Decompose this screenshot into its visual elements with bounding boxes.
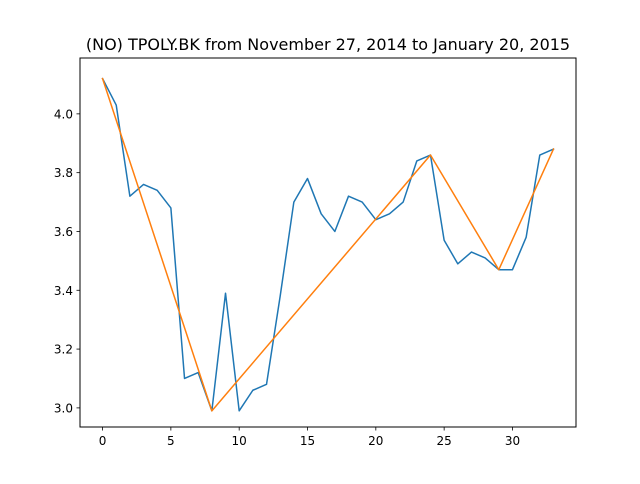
x-tick-label: 25 — [437, 434, 452, 448]
y-tick-label: 3.0 — [54, 401, 73, 415]
chart-title: (NO) TPOLY.BK from November 27, 2014 to … — [86, 35, 570, 54]
x-axis: 0 5 10 15 20 25 30 — [99, 427, 520, 448]
y-tick-label: 3.6 — [54, 225, 73, 239]
x-tick-label: 15 — [300, 434, 315, 448]
x-tick-label: 5 — [167, 434, 175, 448]
series-line-2 — [101, 77, 555, 412]
y-tick-label: 3.8 — [54, 166, 73, 180]
y-tick-label: 3.4 — [54, 284, 73, 298]
x-tick-label: 20 — [368, 434, 383, 448]
series-layer — [101, 77, 555, 412]
x-tick-label: 0 — [99, 434, 107, 448]
y-tick-label: 3.2 — [54, 343, 73, 357]
series-line-1 — [101, 77, 555, 412]
x-tick-label: 10 — [232, 434, 247, 448]
y-axis: 3.0 3.2 3.4 3.6 3.8 4.0 — [54, 107, 80, 415]
y-tick-label: 4.0 — [54, 107, 73, 121]
plot-area-frame — [79, 57, 577, 428]
x-tick-label: 30 — [505, 434, 520, 448]
